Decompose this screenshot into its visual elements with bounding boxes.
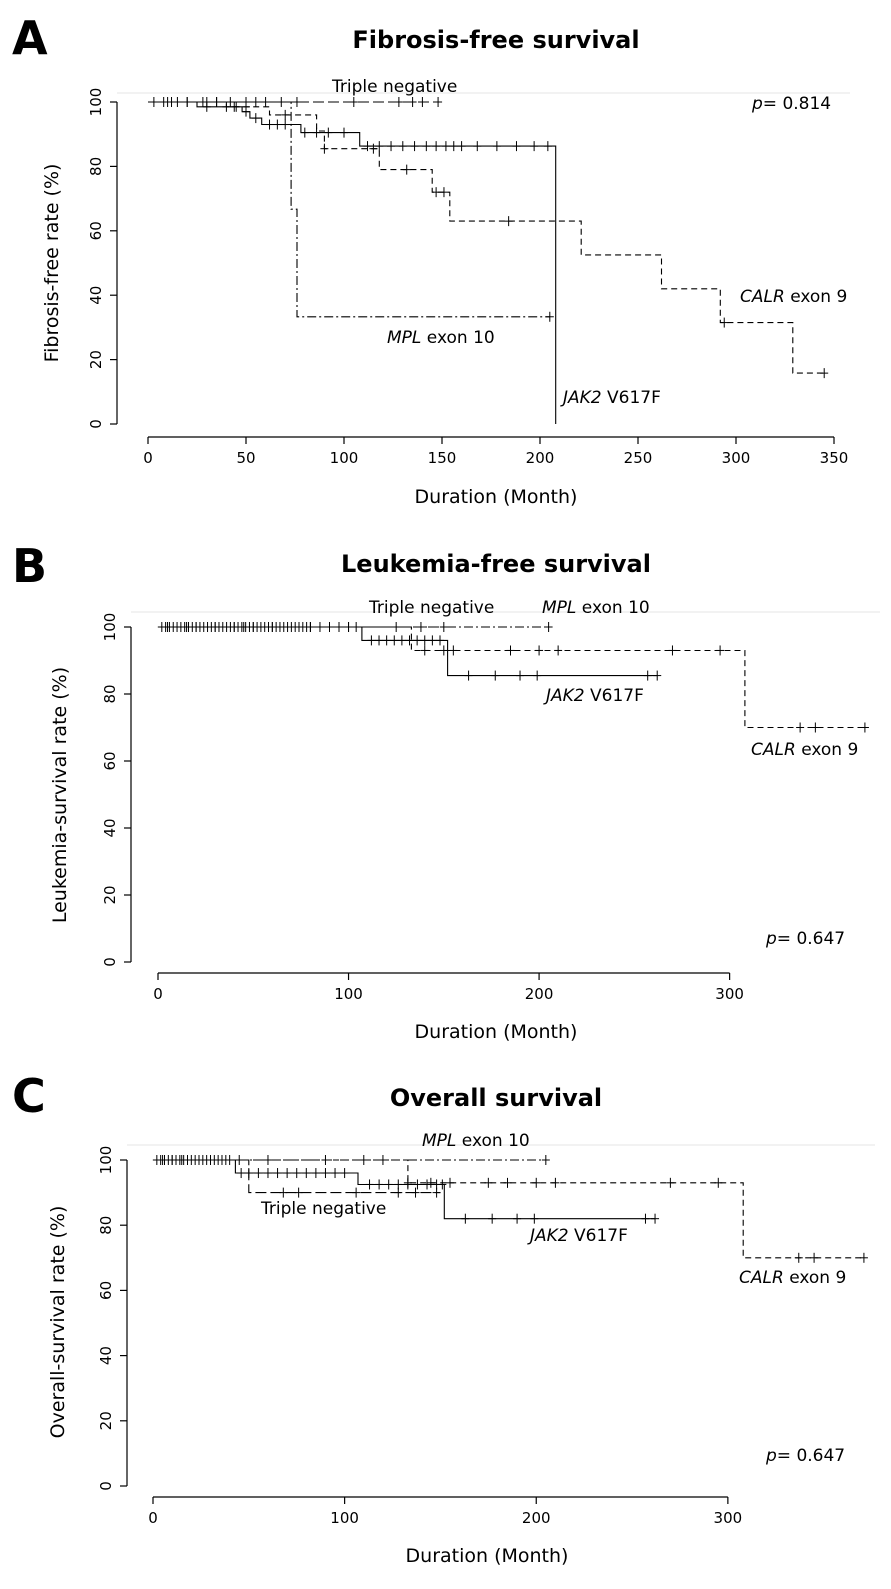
x-tick-label: 100 bbox=[334, 985, 363, 1003]
y-tick-label: 100 bbox=[97, 1146, 115, 1175]
p-value-text: = 0.814 bbox=[763, 94, 831, 114]
y-tick-label: 60 bbox=[101, 751, 119, 770]
x-tick-label: 200 bbox=[526, 449, 555, 467]
y-tick-label: 60 bbox=[97, 1281, 115, 1300]
x-tick-label: 150 bbox=[428, 449, 457, 467]
series-calr-exon-9 bbox=[153, 1159, 868, 1263]
x-tick-label: 50 bbox=[236, 449, 255, 467]
x-tick-label: 0 bbox=[148, 1509, 158, 1527]
y-tick-label: 100 bbox=[87, 88, 105, 117]
y-axis-label: Overall-survival rate (%) bbox=[47, 1206, 69, 1439]
y-tick-label: 80 bbox=[101, 684, 119, 703]
y-tick-label: 100 bbox=[101, 613, 119, 642]
series-jak2-v617f bbox=[152, 1155, 660, 1224]
survival-curve bbox=[153, 1159, 864, 1259]
y-tick-label: 0 bbox=[97, 1481, 115, 1491]
p-value-text: = 0.647 bbox=[777, 929, 845, 949]
x-tick-label: 350 bbox=[820, 449, 849, 467]
x-tick-label: 300 bbox=[722, 449, 751, 467]
x-axis-label: Duration (Month) bbox=[406, 1545, 569, 1567]
series-label-triple-negative: Triple negative bbox=[260, 1199, 386, 1219]
series-mpl-exon-10 bbox=[148, 97, 554, 322]
y-axis-label: Leukemia-survival rate (%) bbox=[49, 667, 71, 923]
panel-letter: C bbox=[12, 1069, 46, 1123]
survival-curve bbox=[158, 626, 865, 729]
y-tick-label: 0 bbox=[101, 957, 119, 967]
p-value: p= 0.647 bbox=[765, 929, 845, 949]
survival-curve bbox=[153, 1159, 655, 1220]
x-tick-label: 200 bbox=[525, 985, 554, 1003]
x-tick-label: 250 bbox=[624, 449, 653, 467]
y-tick-label: 20 bbox=[101, 885, 119, 904]
chart-title: Fibrosis-free survival bbox=[352, 26, 639, 54]
p-value: p= 0.814 bbox=[751, 94, 831, 114]
x-tick-label: 300 bbox=[714, 1509, 743, 1527]
y-tick-label: 40 bbox=[97, 1346, 115, 1365]
x-axis-label: Duration (Month) bbox=[415, 1021, 578, 1043]
y-tick-label: 0 bbox=[87, 419, 105, 429]
y-tick-label: 80 bbox=[87, 157, 105, 176]
panel-a: A Fibrosis-free survival 0 20 40 60 80 100 0 50… bbox=[12, 11, 850, 508]
plot-area: 0 20 40 60 80 100 0 100 200 300 bbox=[101, 611, 880, 1003]
plot-area: 0 20 40 60 80 100 0 100 200 300 bbox=[97, 1144, 875, 1527]
y-tick-label: 20 bbox=[97, 1411, 115, 1430]
series-label-mpl: MPL exon 10 bbox=[422, 1131, 530, 1151]
panel-b: B Leukemia-free survival 0 20 40 60 80 100 0 10… bbox=[12, 539, 880, 1043]
y-tick-label: 40 bbox=[87, 286, 105, 305]
chart-title: Leukemia-free survival bbox=[341, 550, 651, 578]
series-calr-exon-9 bbox=[148, 97, 829, 379]
x-tick-label: 0 bbox=[143, 449, 153, 467]
series-label-jak2: JAK2 V617F bbox=[543, 686, 644, 706]
x-tick-label: 300 bbox=[715, 985, 744, 1003]
x-axis-label: Duration (Month) bbox=[415, 486, 578, 508]
y-axis-label: Fibrosis-free rate (%) bbox=[41, 164, 63, 363]
series-label-calr: CALR exon 9 bbox=[751, 740, 858, 760]
series-label-triple-negative: Triple negative bbox=[331, 77, 457, 97]
survival-curve bbox=[148, 101, 550, 318]
survival-curve bbox=[158, 626, 658, 677]
plot-area: 0 20 40 60 80 100 0 50 100 150 200 250 300 350 bbox=[87, 88, 850, 467]
p-value: p= 0.647 bbox=[765, 1446, 845, 1466]
y-tick-label: 80 bbox=[97, 1216, 115, 1235]
y-tick-label: 60 bbox=[87, 221, 105, 240]
survival-curve bbox=[148, 101, 825, 374]
y-tick-label: 20 bbox=[87, 350, 105, 369]
series-label-jak2: JAK2 V617F bbox=[560, 388, 661, 408]
p-value-prefix: p bbox=[765, 1446, 777, 1466]
panel-letter: B bbox=[12, 539, 47, 593]
series-jak2-v617f bbox=[148, 97, 557, 424]
series-label-triple-negative: Triple negative bbox=[368, 598, 494, 618]
p-value-text: = 0.647 bbox=[777, 1446, 845, 1466]
series-label-jak2: JAK2 V617F bbox=[527, 1226, 628, 1246]
y-tick-label: 40 bbox=[101, 818, 119, 837]
p-value-prefix: p bbox=[765, 929, 777, 949]
chart-title: Overall survival bbox=[390, 1084, 602, 1112]
series-label-mpl: MPL exon 10 bbox=[387, 328, 495, 348]
x-tick-label: 100 bbox=[330, 449, 359, 467]
panel-letter: A bbox=[12, 11, 48, 65]
series-calr-exon-9 bbox=[158, 622, 869, 733]
survival-curve bbox=[148, 101, 557, 424]
panel-c: C Overall survival 0 20 40 60 80 100 0 100 200 30… bbox=[12, 1069, 875, 1567]
p-value-prefix: p bbox=[751, 94, 763, 114]
x-tick-label: 100 bbox=[330, 1509, 359, 1527]
x-tick-label: 0 bbox=[153, 985, 163, 1003]
series-jak2-v617f bbox=[157, 622, 662, 681]
x-tick-label: 200 bbox=[522, 1509, 551, 1527]
series-label-calr: CALR exon 9 bbox=[739, 1268, 846, 1288]
series-label-mpl: MPL exon 10 bbox=[542, 598, 650, 618]
series-label-calr: CALR exon 9 bbox=[740, 287, 847, 307]
